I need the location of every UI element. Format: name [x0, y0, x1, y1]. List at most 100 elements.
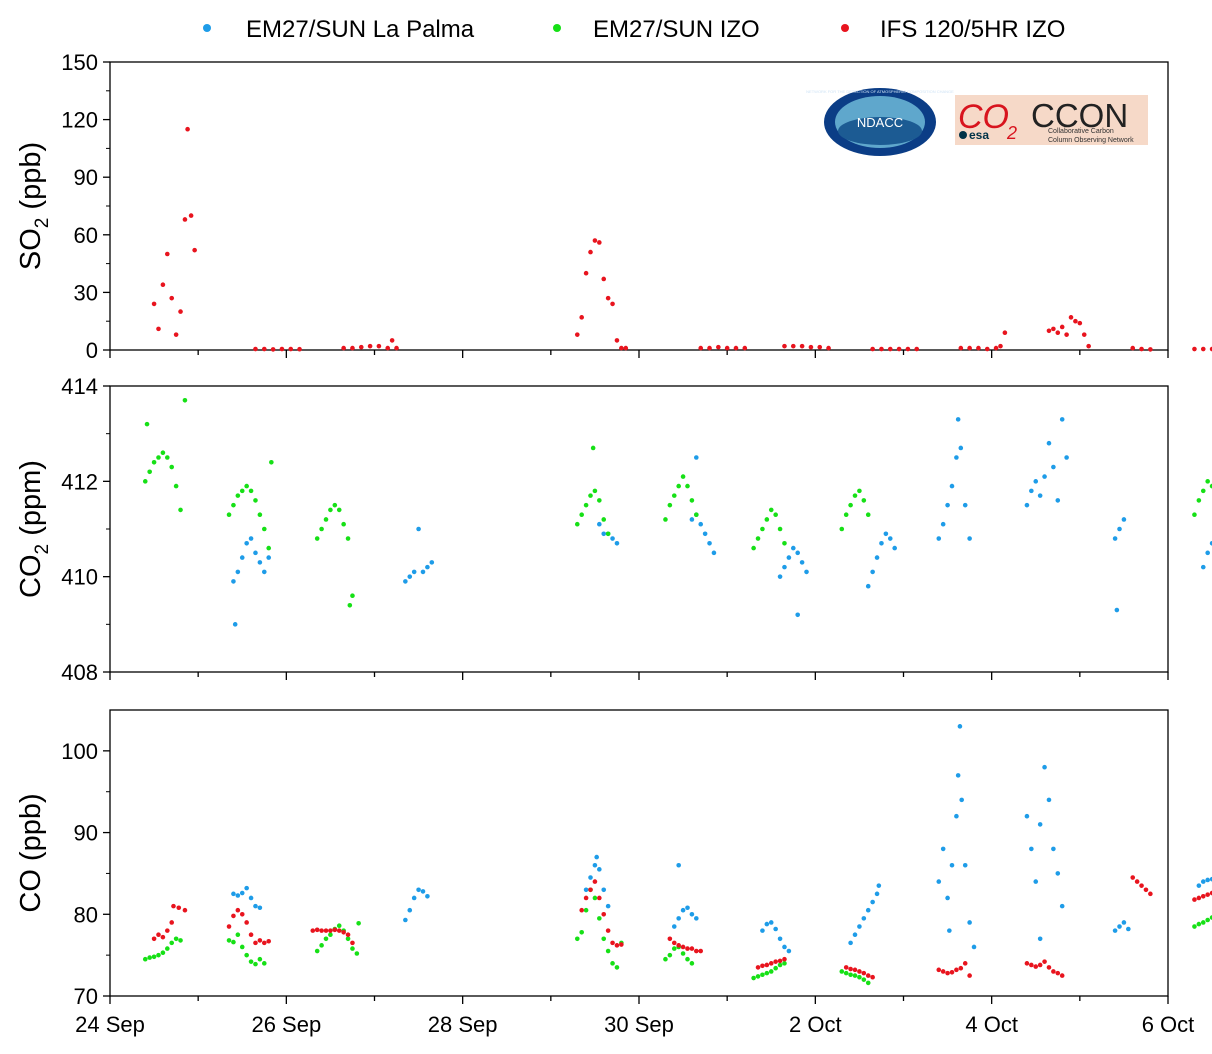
co-point-ifs-120-5hr-izo	[848, 966, 853, 972]
co-point-ifs-120-5hr-izo	[1042, 959, 1047, 964]
so2-point-ifs-120-5hr-izo	[1209, 346, 1212, 352]
co-point-ifs-120-5hr-izo	[226, 924, 232, 929]
co-point-ifs-120-5hr-izo	[1059, 973, 1065, 978]
co2-point-em27-sun-izo	[857, 488, 862, 494]
co-point-em27-sun-la-palma	[1117, 924, 1122, 929]
co-point-ifs-120-5hr-izo	[940, 969, 946, 974]
so2-point-ifs-120-5hr-izo	[1051, 326, 1056, 332]
so2-point-ifs-120-5hr-izo	[156, 326, 161, 332]
co2-point-em27-sun-la-palma	[411, 569, 417, 575]
co-point-ifs-120-5hr-izo	[597, 895, 602, 901]
x-tick-label: 6 Oct	[1142, 1012, 1195, 1037]
coccon-logo-sub: 2	[1006, 123, 1017, 143]
co-point-em27-sun-la-palma	[848, 940, 853, 946]
so2-y-tick-label: 150	[61, 50, 98, 75]
co2-point-em27-sun-izo	[336, 507, 342, 513]
co2-point-em27-sun-la-palma	[601, 531, 607, 537]
co2-point-em27-sun-izo	[142, 479, 148, 484]
co-point-em27-sun-izo	[1196, 921, 1202, 927]
so2-y-tick-label: 0	[86, 338, 98, 363]
co-point-ifs-120-5hr-izo	[614, 943, 620, 948]
co2-point-em27-sun-izo	[253, 498, 258, 503]
co2-point-em27-sun-la-palma	[1055, 498, 1061, 503]
so2-point-ifs-120-5hr-izo	[1059, 324, 1065, 330]
so2-point-ifs-120-5hr-izo	[583, 270, 589, 276]
co-point-em27-sun-la-palma	[773, 926, 778, 932]
co-point-ifs-120-5hr-izo	[239, 911, 245, 917]
co2-point-em27-sun-la-palma	[689, 517, 695, 522]
co2-y-tick-label: 408	[61, 660, 98, 685]
coccon-logo-background	[955, 95, 1148, 145]
co2-point-em27-sun-la-palma	[782, 564, 787, 570]
co-point-ifs-120-5hr-izo	[1024, 961, 1030, 966]
coccon-logo-ccon: CCON	[1031, 97, 1128, 134]
co-point-em27-sun-izo	[857, 974, 862, 980]
co2-point-em27-sun-izo	[852, 493, 858, 498]
so2-point-ifs-120-5hr-izo	[790, 343, 796, 349]
co-point-ifs-120-5hr-izo	[345, 932, 351, 938]
co2-point-em27-sun-izo	[773, 512, 778, 517]
so2-point-ifs-120-5hr-izo	[350, 345, 355, 351]
co-point-em27-sun-izo	[253, 961, 258, 967]
co2-point-em27-sun-izo	[257, 512, 263, 517]
co-point-em27-sun-la-palma	[957, 724, 963, 729]
co2-point-em27-sun-la-palma	[429, 560, 435, 565]
so2-point-ifs-120-5hr-izo	[984, 346, 990, 352]
co-point-ifs-120-5hr-izo	[248, 932, 254, 938]
co-point-em27-sun-la-palma	[1059, 903, 1065, 909]
co-point-ifs-120-5hr-izo	[151, 936, 157, 942]
co-point-ifs-120-5hr-izo	[1046, 965, 1052, 970]
co2-point-em27-sun-izo	[261, 526, 267, 532]
so2-y-tick-label: 120	[61, 108, 98, 133]
co2-point-em27-sun-la-palma	[1209, 541, 1212, 546]
co2-point-em27-sun-izo	[597, 498, 602, 503]
co2-point-em27-sun-la-palma	[940, 521, 946, 527]
co-point-ifs-120-5hr-izo	[967, 973, 972, 978]
so2-point-ifs-120-5hr-izo	[1002, 330, 1008, 336]
co-point-em27-sun-izo	[354, 951, 360, 956]
co-point-em27-sun-la-palma	[1042, 764, 1047, 770]
so2-point-ifs-120-5hr-izo	[967, 345, 972, 351]
co2-point-em27-sun-izo	[332, 502, 338, 508]
co2-point-em27-sun-la-palma	[266, 555, 272, 560]
co-point-em27-sun-la-palma	[253, 903, 258, 909]
co2-point-em27-sun-izo	[151, 459, 157, 465]
co-point-ifs-120-5hr-izo	[680, 944, 686, 950]
co-point-em27-sun-la-palma	[782, 944, 787, 950]
co-point-ifs-120-5hr-izo	[257, 938, 263, 943]
co-point-ifs-120-5hr-izo	[314, 927, 320, 933]
co-panel: 70 80 90 100 CO (ppb) 24 Sep 26 Sep 28 Sep 30 Se…	[15, 709, 1212, 1037]
co-point-em27-sun-izo	[680, 951, 686, 956]
co-point-ifs-120-5hr-izo	[1134, 879, 1140, 884]
so2-point-ifs-120-5hr-izo	[1086, 343, 1091, 349]
co-point-em27-sun-izo	[861, 977, 867, 982]
co-point-ifs-120-5hr-izo	[689, 946, 695, 951]
co2-point-em27-sun-izo	[347, 602, 353, 608]
co2-point-em27-sun-izo	[1192, 512, 1197, 517]
esa-logo-icon	[959, 131, 967, 139]
so2-point-ifs-120-5hr-izo	[341, 345, 346, 351]
x-tick-label: 26 Sep	[251, 1012, 321, 1037]
so2-point-ifs-120-5hr-izo	[385, 345, 391, 351]
so2-point-ifs-120-5hr-izo	[574, 332, 580, 337]
co-point-em27-sun-izo	[843, 970, 849, 976]
co2-point-em27-sun-la-palma	[949, 483, 955, 489]
co-point-ifs-120-5hr-izo	[949, 970, 955, 975]
co2-point-em27-sun-la-palma	[1205, 550, 1210, 556]
co-point-em27-sun-la-palma	[1196, 883, 1202, 888]
ndacc-logo: NDACC NETWORK FOR THE DETECTION OF ATMOS…	[806, 88, 954, 156]
co-point-ifs-120-5hr-izo	[332, 927, 338, 933]
coccon-logo-line1: Collaborative Carbon	[1048, 128, 1114, 135]
co-plot-frame	[109, 709, 1169, 997]
co-point-ifs-120-5hr-izo	[160, 934, 166, 940]
co-point-em27-sun-la-palma	[594, 854, 599, 860]
co2-point-em27-sun-la-palma	[711, 550, 717, 556]
co-point-em27-sun-izo	[147, 955, 152, 960]
co-point-em27-sun-izo	[663, 956, 668, 962]
co-point-em27-sun-izo	[839, 969, 845, 974]
so2-y-tick-label: 60	[74, 223, 98, 248]
co-point-ifs-120-5hr-izo	[1192, 897, 1197, 902]
co2-point-em27-sun-izo	[314, 536, 320, 541]
co2-point-em27-sun-la-palma	[870, 569, 875, 575]
so2-point-ifs-120-5hr-izo	[160, 282, 166, 288]
